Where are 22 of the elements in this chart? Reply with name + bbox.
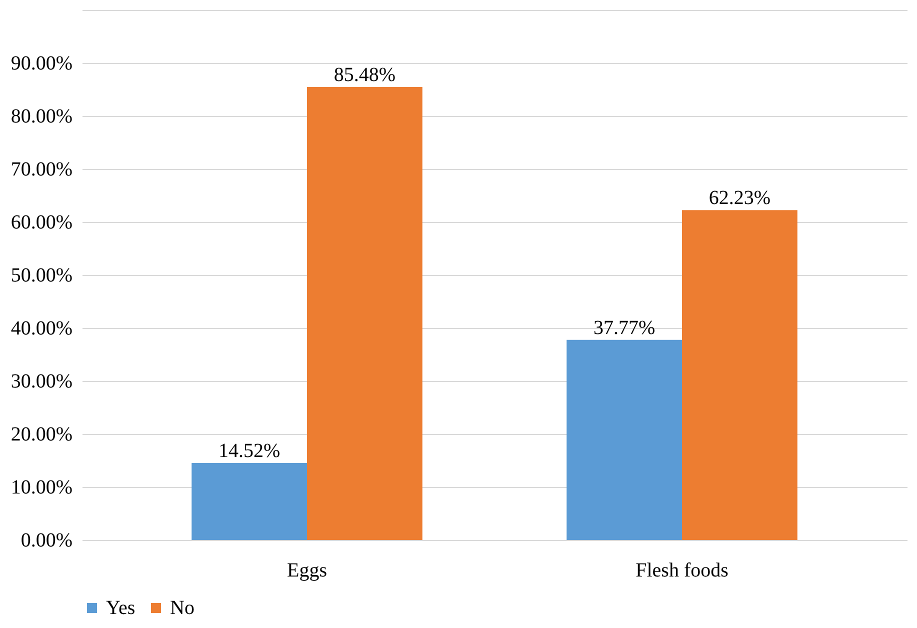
data-label: 37.77%: [593, 316, 656, 339]
data-label: 62.23%: [708, 187, 771, 210]
data-label: 85.48%: [334, 64, 396, 86]
x-tick-label: Eggs: [287, 560, 328, 582]
y-tick-label: 70.00%: [10, 158, 72, 180]
y-tick-label: 50.00%: [10, 264, 72, 286]
data-label: 14.52%: [218, 440, 280, 462]
y-tick-label: 40.00%: [10, 318, 72, 340]
y-tick-label: 60.00%: [10, 212, 72, 234]
bar: [566, 340, 682, 540]
y-tick-label: 0.00%: [20, 530, 72, 552]
bar: [192, 463, 307, 540]
y-tick-label: 20.00%: [10, 424, 72, 446]
bar: [307, 86, 422, 540]
legend-label: No: [170, 597, 194, 619]
y-tick-label: 80.00%: [10, 106, 72, 128]
bar: [682, 210, 798, 540]
legend-label: Yes: [106, 597, 136, 619]
x-tick-label: Flesh foods: [636, 560, 729, 582]
y-tick-label: 10.00%: [10, 476, 72, 498]
y-tick-label: 90.00%: [10, 52, 72, 74]
y-tick-label: 30.00%: [10, 370, 72, 392]
